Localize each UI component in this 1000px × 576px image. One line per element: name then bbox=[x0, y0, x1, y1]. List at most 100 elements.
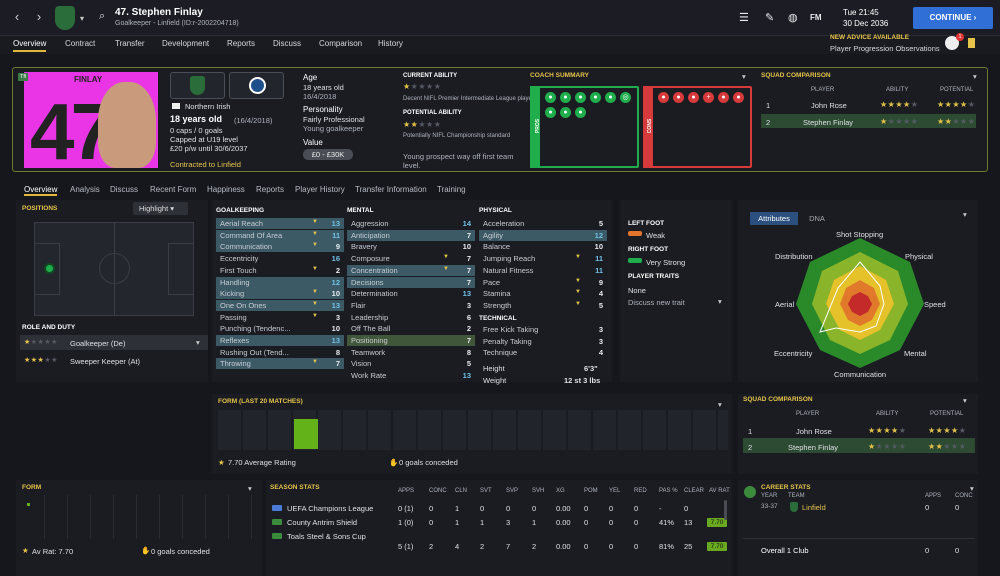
attribute-row[interactable]: Pace ▼ 9 bbox=[479, 277, 607, 288]
search-icon[interactable]: ⌕ bbox=[99, 10, 106, 22]
highlight-dropdown[interactable]: Highlight ▾ bbox=[133, 202, 188, 215]
value-pill[interactable]: £0 - £30K bbox=[303, 149, 353, 160]
chevron-down-icon[interactable]: ▾ bbox=[80, 14, 85, 23]
attribute-row[interactable]: Stamina ▼ 4 bbox=[479, 288, 607, 299]
scrollbar[interactable] bbox=[724, 500, 727, 520]
pro-icon[interactable]: ◎ bbox=[620, 92, 631, 103]
attribute-row[interactable]: One On Ones ▼ 13 bbox=[216, 299, 344, 311]
attribute-row[interactable]: Acceleration 5 bbox=[479, 218, 607, 229]
season-stats-title[interactable]: SEASON STATS bbox=[270, 484, 320, 491]
advisor-avatar[interactable] bbox=[945, 36, 959, 50]
attribute-row[interactable]: Rushing Out (Tend... 8 bbox=[216, 347, 344, 358]
tab-overview[interactable]: Overview bbox=[24, 185, 58, 196]
globe-icon[interactable]: ◍ bbox=[788, 12, 798, 24]
tab-dna[interactable]: DNA bbox=[809, 214, 825, 223]
attribute-row[interactable]: Determination 13 bbox=[347, 288, 475, 299]
attribute-row[interactable]: Technique 4 bbox=[479, 347, 607, 358]
chevron-down-icon[interactable]: ▾ bbox=[718, 297, 722, 306]
pro-icon[interactable]: ● bbox=[560, 107, 571, 118]
chevron-down-icon[interactable]: ▾ bbox=[718, 400, 722, 409]
role-row-selected[interactable] bbox=[20, 335, 208, 350]
form-bar[interactable] bbox=[294, 419, 318, 449]
career-stats-title[interactable]: CAREER STATS bbox=[761, 484, 811, 491]
attribute-row[interactable]: Throwing ▼ 7 bbox=[216, 358, 344, 370]
position-goalkeeper-marker[interactable] bbox=[44, 263, 55, 274]
con-icon[interactable]: + bbox=[703, 92, 714, 103]
discuss-trait-link[interactable]: Discuss new trait bbox=[628, 298, 685, 307]
attribute-row[interactable]: Leadership 6 bbox=[347, 312, 475, 323]
attribute-row[interactable]: Bravery 10 bbox=[347, 241, 475, 252]
squad-row-name[interactable]: John Rose bbox=[796, 427, 832, 436]
bookmark-icon[interactable] bbox=[968, 38, 975, 48]
positions-title[interactable]: POSITIONS bbox=[22, 205, 58, 212]
tab-analysis[interactable]: Analysis bbox=[70, 185, 100, 194]
tab-reports[interactable]: Reports bbox=[256, 185, 285, 194]
attribute-row[interactable]: Strength ▼ 5 bbox=[479, 300, 607, 311]
tab-recent-form[interactable]: Recent Form bbox=[150, 185, 197, 194]
menu-reports[interactable]: Reports bbox=[227, 39, 256, 48]
pro-icon[interactable]: ● bbox=[575, 92, 586, 103]
pro-icon[interactable]: ● bbox=[545, 92, 556, 103]
menu-overview[interactable]: Overview bbox=[13, 39, 47, 52]
tab-happiness[interactable]: Happiness bbox=[207, 185, 245, 194]
attribute-row[interactable]: Command Of Area ▼ 11 bbox=[216, 229, 344, 241]
contracted[interactable]: Contracted to Linfield bbox=[170, 160, 241, 169]
chevron-down-icon[interactable]: ▾ bbox=[963, 396, 967, 405]
attribute-row[interactable]: Concentration ▼ 7 bbox=[347, 264, 475, 276]
chevron-down-icon[interactable]: ▾ bbox=[196, 338, 200, 347]
competition-name[interactable]: UEFA Champions League bbox=[287, 504, 374, 513]
attribute-row[interactable]: Natural Fitness 11 bbox=[479, 265, 607, 276]
menu-discuss[interactable]: Discuss bbox=[273, 39, 302, 48]
tab-player-history[interactable]: Player History bbox=[295, 185, 345, 194]
attribute-row[interactable]: Free Kick Taking 3 bbox=[479, 324, 607, 335]
attribute-row[interactable]: Aggression 14 bbox=[347, 218, 475, 229]
attribute-row[interactable]: Eccentricity 16 bbox=[216, 253, 344, 264]
role-name[interactable]: Sweeper Keeper (At) bbox=[70, 357, 141, 366]
attribute-row[interactable]: Punching (Tendenc... 10 bbox=[216, 323, 344, 334]
attribute-row[interactable]: Handling 12 bbox=[216, 276, 344, 288]
advice-text[interactable]: Player Progression Observations bbox=[830, 44, 940, 53]
attribute-row[interactable]: Off The Ball 2 bbox=[347, 323, 475, 334]
attribute-row[interactable]: Reflexes 13 bbox=[216, 335, 344, 346]
form-last-20-title[interactable]: FORM (LAST 20 MATCHES) bbox=[218, 398, 303, 405]
attribute-row[interactable]: Vision 5 bbox=[347, 358, 475, 369]
pro-icon[interactable]: ● bbox=[575, 107, 586, 118]
chevron-down-icon[interactable]: ▾ bbox=[973, 72, 977, 81]
menu-history[interactable]: History bbox=[378, 39, 403, 48]
pro-icon[interactable]: ● bbox=[590, 92, 601, 103]
chevron-down-icon[interactable]: ▾ bbox=[248, 484, 252, 493]
attribute-row[interactable]: Penalty Taking 3 bbox=[479, 336, 607, 347]
tab-discuss[interactable]: Discuss bbox=[110, 185, 139, 194]
squad-comparison-title[interactable]: SQUAD COMPARISON bbox=[761, 72, 831, 79]
attribute-row[interactable]: Passing ▼ 3 bbox=[216, 312, 344, 323]
attribute-row[interactable]: Decisions 7 bbox=[347, 276, 475, 288]
menu-development[interactable]: Development bbox=[162, 39, 210, 48]
fm-logo[interactable]: FM bbox=[810, 13, 822, 22]
attribute-row[interactable]: Anticipation 7 bbox=[347, 229, 475, 241]
edit-icon[interactable]: ✎ bbox=[765, 12, 775, 24]
menu-icon[interactable]: ☰ bbox=[739, 12, 749, 24]
forward-arrow-icon[interactable]: › bbox=[36, 9, 42, 24]
attribute-row[interactable]: Kicking ▼ 10 bbox=[216, 288, 344, 300]
pro-icon[interactable]: ● bbox=[560, 92, 571, 103]
attribute-row[interactable]: Balance 10 bbox=[479, 241, 607, 252]
tab-training[interactable]: Training bbox=[437, 185, 466, 194]
pro-icon[interactable]: ● bbox=[605, 92, 616, 103]
con-icon[interactable]: ● bbox=[658, 92, 669, 103]
attribute-row[interactable]: Jumping Reach ▼ 11 bbox=[479, 253, 607, 264]
attribute-row[interactable]: Composure ▼ 7 bbox=[347, 253, 475, 264]
attribute-row[interactable]: Communication ▼ 9 bbox=[216, 241, 344, 253]
con-icon[interactable]: ● bbox=[673, 92, 684, 103]
chevron-down-icon[interactable]: ▾ bbox=[970, 484, 974, 493]
squad-row-selected[interactable] bbox=[743, 438, 975, 453]
back-arrow-icon[interactable]: ‹ bbox=[14, 9, 20, 24]
form-point[interactable] bbox=[27, 503, 30, 506]
tab-attributes[interactable]: Attributes bbox=[750, 212, 798, 225]
con-icon[interactable]: ● bbox=[718, 92, 729, 103]
club-crest-icon[interactable] bbox=[55, 6, 75, 30]
attribute-row[interactable]: Flair 3 bbox=[347, 300, 475, 311]
squad-comparison-title[interactable]: SQUAD COMPARISON bbox=[743, 396, 813, 403]
attribute-row[interactable]: Aerial Reach ▼ 13 bbox=[216, 218, 344, 229]
pro-icon[interactable]: ● bbox=[545, 107, 556, 118]
form-title[interactable]: FORM bbox=[22, 484, 42, 491]
